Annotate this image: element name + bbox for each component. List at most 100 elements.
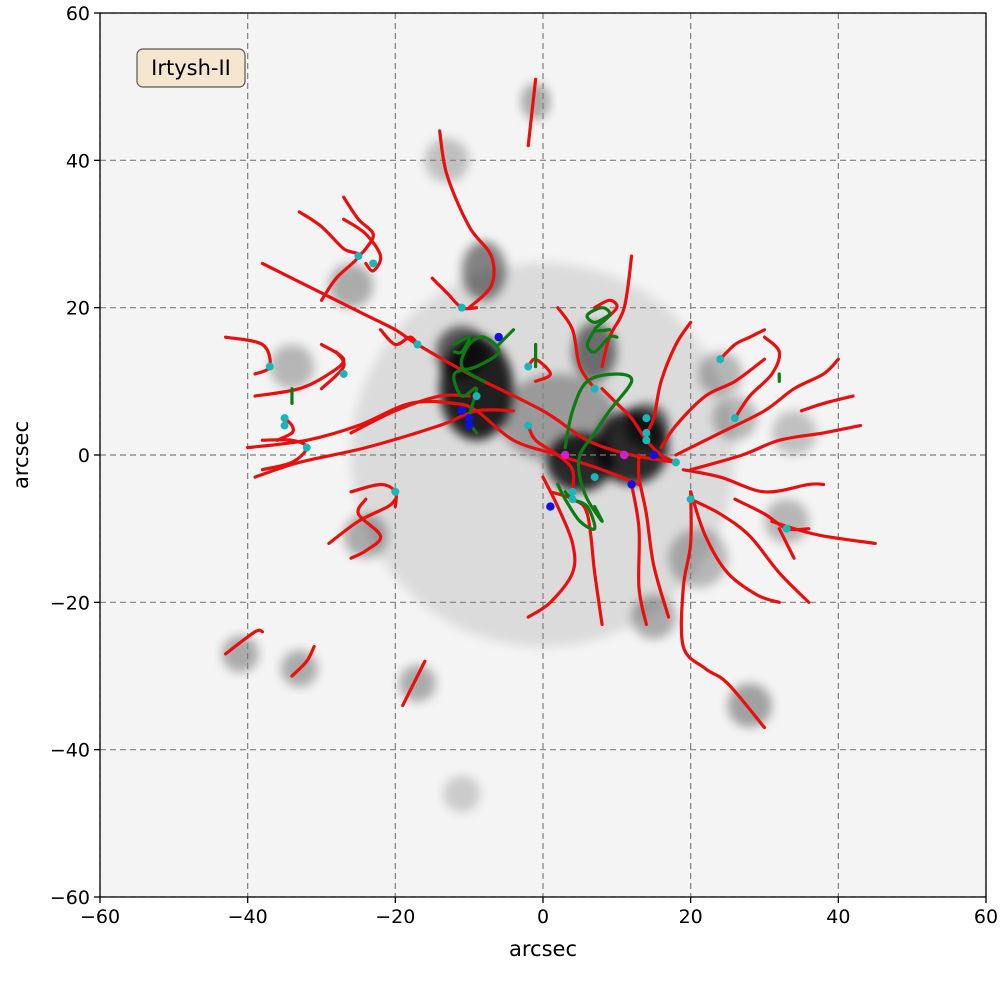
critical-curve bbox=[770, 519, 877, 545]
image-point-blue bbox=[464, 421, 474, 430]
image-point-cyan bbox=[265, 362, 274, 371]
critical-curve bbox=[777, 527, 796, 560]
x-tick-label: 20 bbox=[679, 906, 703, 928]
caustic-curve bbox=[452, 335, 471, 355]
critical-curve bbox=[319, 350, 346, 391]
critical-curve bbox=[260, 261, 678, 464]
density-blob bbox=[764, 499, 809, 544]
critical-curve bbox=[349, 497, 383, 560]
critical-curve bbox=[378, 328, 420, 347]
density-blob bbox=[399, 664, 436, 702]
critical-curve bbox=[342, 195, 375, 258]
critical-curve bbox=[253, 408, 516, 479]
x-axis-label: arcsec bbox=[509, 937, 577, 961]
x-axis-ticks: −60 −40 −20 0 20 40 60 bbox=[80, 897, 998, 928]
critical-curve bbox=[689, 497, 811, 604]
image-point-cyan bbox=[457, 303, 466, 312]
critical-curve bbox=[297, 210, 361, 302]
image-point-cyan bbox=[642, 436, 651, 445]
x-tick-label: −60 bbox=[80, 906, 120, 928]
critical-curve bbox=[246, 399, 641, 487]
critical-curve bbox=[223, 628, 265, 656]
image-point-cyan bbox=[391, 487, 400, 496]
density-blob bbox=[520, 82, 551, 120]
image-point-cyan bbox=[354, 252, 363, 261]
image-point-blue bbox=[649, 450, 658, 460]
image-point-cyan bbox=[590, 473, 599, 482]
critical-curve bbox=[674, 357, 840, 457]
critical-curve bbox=[679, 490, 767, 730]
x-tick-label: 40 bbox=[826, 906, 850, 928]
model-label-box: Irtysh-II bbox=[136, 48, 246, 88]
image-point-cyan bbox=[472, 392, 481, 401]
y-tick-label: 60 bbox=[66, 3, 90, 25]
critical-curve bbox=[799, 394, 855, 413]
density-blob bbox=[424, 138, 470, 183]
caustic-curve bbox=[497, 328, 516, 347]
critical-curve bbox=[275, 416, 295, 442]
image-point-cyan bbox=[369, 259, 378, 268]
y-tick-label: 40 bbox=[66, 150, 90, 172]
image-point-cyan bbox=[568, 487, 577, 496]
image-point-cyan bbox=[642, 414, 651, 423]
x-tick-label: 60 bbox=[974, 906, 998, 928]
critical-curve bbox=[689, 490, 781, 604]
image-point-cyan bbox=[642, 428, 651, 437]
critical-curve bbox=[681, 468, 826, 494]
y-tick-label: −40 bbox=[50, 740, 90, 762]
image-point-cyan bbox=[280, 414, 289, 423]
image-point-magenta bbox=[560, 450, 570, 460]
image-point-blue bbox=[546, 502, 555, 511]
critical-curve bbox=[718, 328, 767, 361]
critical-curve bbox=[548, 490, 604, 627]
y-axis-label: arcsec bbox=[9, 421, 33, 489]
critical-curve bbox=[223, 335, 272, 376]
density-blob bbox=[771, 410, 817, 456]
y-tick-label: −20 bbox=[50, 592, 90, 614]
critical-curve bbox=[327, 497, 397, 545]
critical-curve bbox=[659, 357, 767, 450]
image-point-blue bbox=[494, 332, 503, 342]
critical-curve bbox=[600, 254, 634, 369]
x-tick-label: −40 bbox=[228, 906, 268, 928]
critical-curve bbox=[430, 276, 479, 311]
model-label-background bbox=[136, 48, 246, 88]
image-points bbox=[265, 252, 791, 533]
image-point-magenta bbox=[620, 450, 629, 460]
x-tick-label: 0 bbox=[537, 906, 549, 928]
image-point-cyan bbox=[686, 495, 695, 504]
critical-curve bbox=[342, 217, 383, 273]
image-point-cyan bbox=[413, 340, 422, 349]
caustic-curve bbox=[585, 328, 619, 354]
y-tick-label: 0 bbox=[78, 445, 90, 467]
image-point-cyan bbox=[524, 362, 533, 371]
density-blob bbox=[269, 344, 315, 389]
model-label: Irtysh-II bbox=[151, 56, 231, 80]
image-point-cyan bbox=[730, 414, 739, 423]
caustic-curve bbox=[563, 372, 634, 523]
image-point-cyan bbox=[716, 355, 725, 364]
critical-curve bbox=[526, 475, 577, 619]
critical-curve bbox=[733, 335, 782, 420]
critical-curve bbox=[636, 453, 671, 619]
image-point-cyan bbox=[590, 384, 599, 393]
image-point-cyan bbox=[782, 524, 791, 533]
critical-curve bbox=[526, 77, 538, 148]
y-axis-ticks: −60 −40 −20 0 20 40 60 bbox=[50, 3, 100, 909]
image-point-cyan bbox=[568, 495, 577, 504]
image-point-cyan bbox=[524, 421, 533, 430]
image-point-blue bbox=[457, 406, 466, 415]
image-point-blue bbox=[464, 413, 474, 423]
critical-curve bbox=[401, 659, 427, 708]
density-blob bbox=[221, 635, 259, 673]
image-point-cyan bbox=[671, 458, 680, 467]
critical-curve bbox=[630, 482, 648, 627]
critical-curve bbox=[526, 423, 576, 494]
grid bbox=[100, 13, 986, 897]
density-blob bbox=[443, 775, 481, 813]
critical-curve bbox=[349, 393, 471, 435]
critical-curve bbox=[438, 129, 496, 310]
critical-curve bbox=[526, 357, 552, 383]
image-point-cyan bbox=[302, 443, 311, 452]
